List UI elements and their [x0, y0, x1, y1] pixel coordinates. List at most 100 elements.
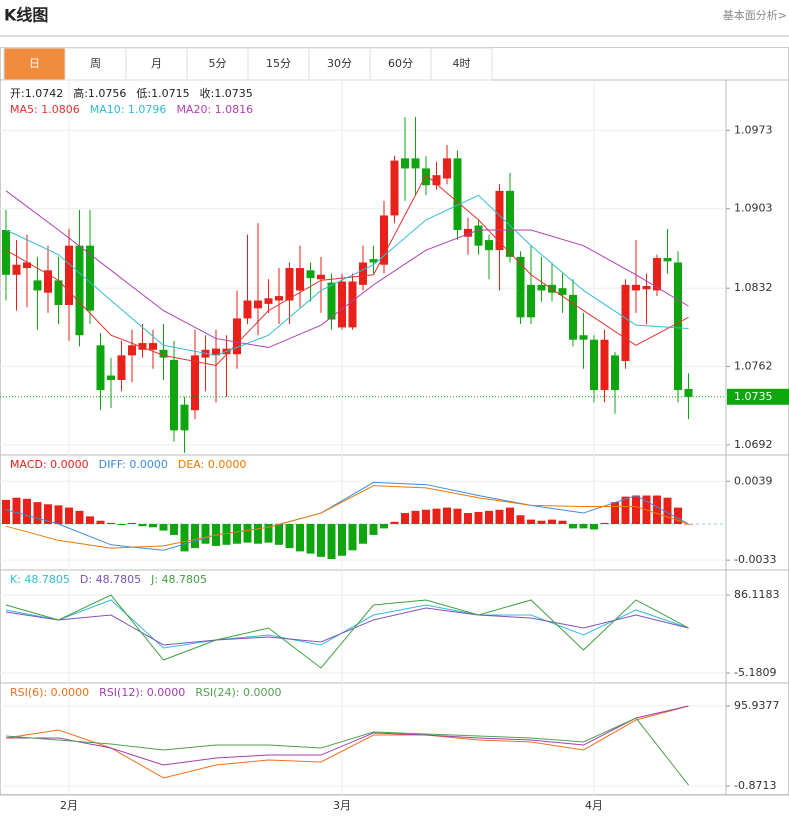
candle-body — [632, 284, 640, 291]
tab[interactable] — [308, 47, 371, 81]
legend-entry: 开:1.0742 — [10, 87, 63, 100]
macd-bar — [201, 524, 210, 544]
fundamental-link[interactable]: 基本面分析> — [723, 8, 787, 22]
candle-body — [411, 158, 420, 169]
tab[interactable] — [64, 47, 127, 81]
legend: K: 48.7805 D: 48.7805 J: 48.7805 — [10, 573, 207, 586]
macd-bar — [369, 524, 378, 535]
candle-body — [516, 256, 525, 318]
y-tick-label: 1.0692 — [734, 438, 773, 451]
macd-bar — [44, 504, 52, 524]
macd-bar — [285, 524, 294, 549]
macd-bar — [443, 507, 451, 524]
tab-label[interactable]: 4时 — [453, 57, 471, 70]
candle-body — [86, 245, 94, 311]
macd-bar — [453, 508, 462, 524]
macd-bar — [170, 524, 178, 535]
macd-bar — [117, 524, 126, 526]
macd-bar — [180, 524, 189, 552]
legend: 开:1.0742 高:1.0756 低:1.0715 收:1.0735 — [10, 86, 253, 100]
macd-bar — [317, 524, 325, 557]
legend-entry: D: 48.7805 — [80, 573, 141, 586]
macd-bar — [254, 524, 262, 544]
legend-entry: K: 48.7805 — [10, 573, 70, 586]
macd-bar — [275, 524, 283, 545]
candle-body — [191, 355, 199, 411]
candle-body — [390, 160, 399, 216]
candle-body — [422, 168, 430, 186]
y-tick-label: 1.0973 — [734, 123, 773, 136]
indicator-line — [5, 194, 689, 356]
candle-body — [621, 284, 630, 361]
macd-bar — [684, 524, 693, 525]
candle-body — [663, 257, 672, 262]
legend-entry: 低:1.0715 — [136, 87, 189, 100]
macd-bar — [380, 524, 388, 529]
legend-entry: RSI(12): 0.0000 — [99, 686, 185, 699]
indicator-line — [5, 190, 689, 349]
macd-bar — [243, 524, 252, 543]
page-title: K线图 — [4, 6, 48, 25]
candle-body — [653, 257, 661, 291]
macd-bar — [222, 524, 231, 545]
indicator-line — [5, 705, 689, 779]
candle-body — [506, 190, 514, 257]
candle-body — [558, 288, 567, 295]
candle-body — [65, 245, 73, 305]
macd-bar — [485, 510, 493, 524]
macd-bar — [411, 510, 420, 524]
macd-bar — [75, 510, 84, 524]
x-tick-label: 4月 — [585, 799, 603, 812]
legend-entry: MA10: 1.0796 — [90, 103, 167, 116]
candle-body — [54, 280, 63, 305]
candle-body — [537, 284, 546, 291]
macd-bar — [674, 507, 682, 524]
tab[interactable] — [186, 47, 249, 81]
tab[interactable] — [3, 47, 66, 81]
tab-label[interactable]: 月 — [151, 57, 162, 70]
macd-bar — [54, 505, 63, 524]
legend-entry: 高:1.0756 — [73, 86, 126, 100]
tab-label[interactable]: 5分 — [209, 57, 227, 70]
candle-body — [75, 245, 84, 336]
macd-bar — [233, 524, 241, 544]
macd-bar — [422, 509, 430, 524]
candle-body — [369, 259, 378, 263]
macd-bar — [527, 519, 535, 524]
macd-bar — [348, 524, 357, 551]
candle-body — [159, 349, 168, 358]
macd-bar — [159, 524, 168, 531]
candle-body — [317, 274, 325, 280]
tab-label[interactable]: 周 — [90, 57, 101, 70]
tab-label[interactable]: 日 — [29, 57, 40, 70]
candle-body — [579, 335, 588, 340]
candle-body — [432, 175, 441, 186]
candle-body — [296, 268, 304, 291]
tab[interactable] — [430, 47, 493, 81]
tab-label[interactable]: 15分 — [266, 57, 291, 70]
candle-body — [264, 298, 273, 304]
candle-body — [674, 262, 682, 391]
legend-entry: DIFF: 0.0000 — [99, 458, 168, 471]
macd-bar — [338, 524, 346, 556]
tab-label[interactable]: 60分 — [388, 57, 413, 70]
indicator-line — [5, 485, 689, 549]
legend-entry: RSI(24): 0.0000 — [195, 686, 281, 699]
indicator-line — [5, 594, 689, 669]
candle-body — [527, 284, 535, 318]
candle-body — [149, 343, 157, 350]
legend-entry: 收:1.0735 — [200, 86, 253, 100]
macd-bar — [495, 509, 504, 524]
candle-body — [138, 343, 147, 350]
macd-bar — [296, 524, 304, 552]
candle-body — [12, 264, 21, 275]
candle-body — [590, 339, 598, 391]
tab[interactable] — [369, 47, 432, 81]
y-tick-label: -0.0033 — [734, 553, 776, 566]
tab[interactable] — [247, 47, 310, 81]
candle-body — [338, 281, 346, 328]
candle-body — [107, 375, 115, 380]
last-price-label: 1.0735 — [734, 390, 773, 403]
tab-label[interactable]: 30分 — [327, 57, 352, 70]
last-price-box — [727, 388, 789, 405]
